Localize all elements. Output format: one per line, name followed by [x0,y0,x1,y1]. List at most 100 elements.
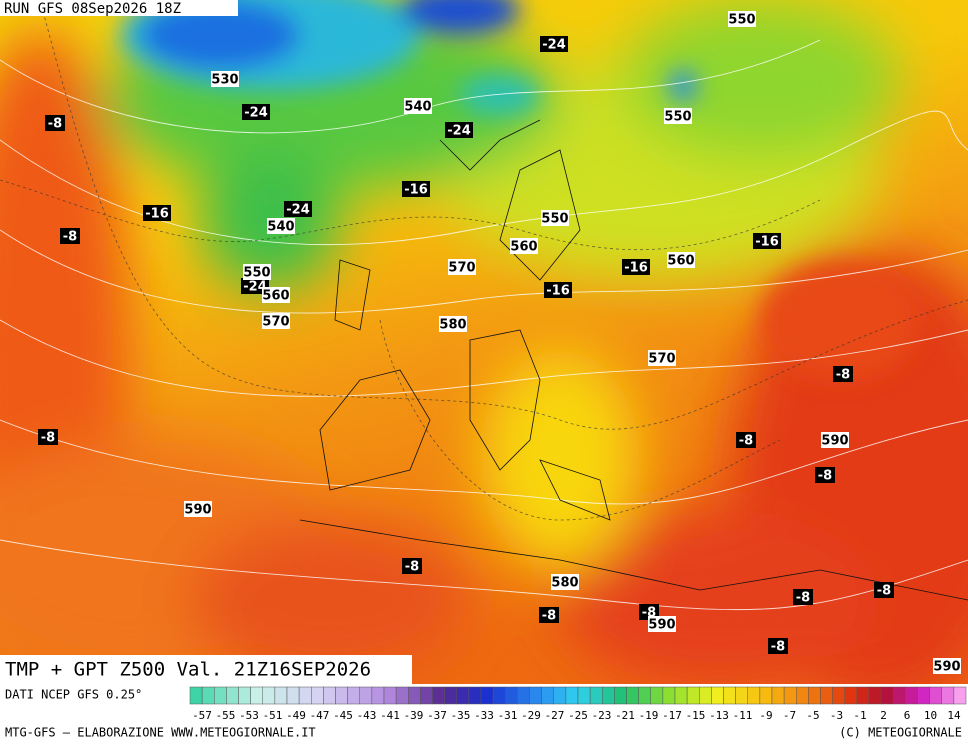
isotherm-label-box [793,589,813,605]
color-swatch [371,686,385,705]
isohypse-label: 590 [184,501,212,518]
color-swatch [298,686,312,705]
color-swatch [383,686,397,705]
isotherm-label-text: -8 [48,117,62,132]
color-swatch [856,686,870,705]
color-swatch [917,686,930,705]
scale-label: -21 [615,709,635,722]
isohypse-label: 550 [728,11,756,28]
isotherm-label: -8 [833,366,853,383]
isohypse-label-text: 590 [648,618,675,633]
isohypse-label-text: 550 [541,212,568,227]
isotherm-label: -24 [445,122,473,139]
color-swatch [650,686,664,705]
isohypse-label: 540 [267,218,295,235]
credit-left: MTG-GFS – ELABORAZIONE WWW.METEOGIORNALE… [5,726,316,740]
isotherm-label: -16 [544,282,572,299]
color-swatch [505,686,518,705]
isotherm-label: -16 [753,233,781,250]
color-swatch [723,686,736,705]
scale-label: -3 [830,709,843,722]
scale-label: -27 [545,709,565,722]
color-swatch [274,686,288,705]
scale-label: 2 [880,709,887,722]
isotherm-label: -8 [45,115,65,132]
color-swatch [335,686,348,705]
isohypse-label-text: 580 [439,318,466,333]
isotherm-label-box [874,582,894,598]
isohypse-label: 560 [262,287,290,304]
source-label: DATI NCEP GFS 0.25° [5,688,142,702]
isotherm-label-box [402,181,430,197]
scale-label: -53 [239,709,259,722]
isohypse-label-text: 590 [933,660,960,675]
isohypse-label-box [267,218,295,234]
isohypse-label-box [404,98,432,114]
isotherm-label: -24 [242,104,270,121]
color-swatch [238,686,251,705]
scale-label: 14 [947,709,961,722]
isotherm-label-text: -16 [404,183,428,198]
isohypse-label: 560 [510,238,538,255]
isotherm-label: -8 [768,638,788,655]
color-swatch [408,686,421,705]
isohypse-label-box [648,616,676,632]
color-swatch [832,686,845,705]
isotherm-label: -16 [143,205,171,222]
color-swatch [602,686,615,705]
color-swatch [747,686,761,705]
scale-label: -13 [709,709,729,722]
map-labels: -8 -24 -24 -24 -16 -8 -24 -16 -24 -16 -16 -16 -8 -8 -8… [38,11,961,675]
color-swatch [699,686,712,705]
isotherm-label-box [753,233,781,249]
color-swatch [311,686,324,705]
scale-label: -19 [639,709,659,722]
color-swatch [565,686,579,705]
isohypse-label: 550 [243,264,271,281]
isotherm-label-text: -8 [796,591,810,606]
scale-label: -17 [662,709,682,722]
isotherm-label-text: -24 [447,124,471,139]
color-swatch [893,686,906,705]
isotherm-label: -8 [38,429,58,446]
isohypse-label: 570 [262,313,290,330]
isohypse-label-box [262,313,290,329]
map-field [0,0,968,684]
color-swatch [674,686,688,705]
color-swatch [323,686,336,705]
isohypse-label: 590 [821,432,849,449]
isotherm-label-box [60,228,80,244]
isotherm-label: -8 [402,558,422,575]
isohypse-label-box [667,252,695,268]
color-swatch [626,686,639,705]
scale-label: -31 [498,709,518,722]
isotherm-label: -8 [793,589,813,606]
isotherm-label-text: -8 [542,609,556,624]
isotherm-label: -24 [284,201,312,218]
isohypse-label: 550 [664,108,692,125]
color-swatch [553,686,567,705]
isohypse-label-text: 580 [551,576,578,591]
scale-label: -33 [474,709,494,722]
isotherm-label-text: -8 [818,469,832,484]
color-swatch [250,686,263,705]
color-swatch [844,686,858,705]
isotherm-label: -8 [874,582,894,599]
isotherm-label-box [242,104,270,120]
credit-right: (C) METEOGIORNALE [839,726,962,740]
isohypse-label-text: 550 [243,266,270,281]
isotherm-label: -16 [402,181,430,198]
isohypse-label-box [728,11,756,27]
isohypse-label-box [541,210,569,226]
color-swatch [189,686,203,705]
isotherm-label-box [540,36,568,52]
isotherm-label: -16 [622,259,650,276]
color-swatch [820,686,833,705]
isotherm-label-box [768,638,788,654]
scale-label: -47 [310,709,330,722]
color-swatch [905,686,918,705]
isotherm-label-box [544,282,572,298]
isohypse-label-text: 560 [510,240,537,255]
isohypse-label-text: 550 [728,13,755,28]
isohypse-label-box [551,574,579,590]
